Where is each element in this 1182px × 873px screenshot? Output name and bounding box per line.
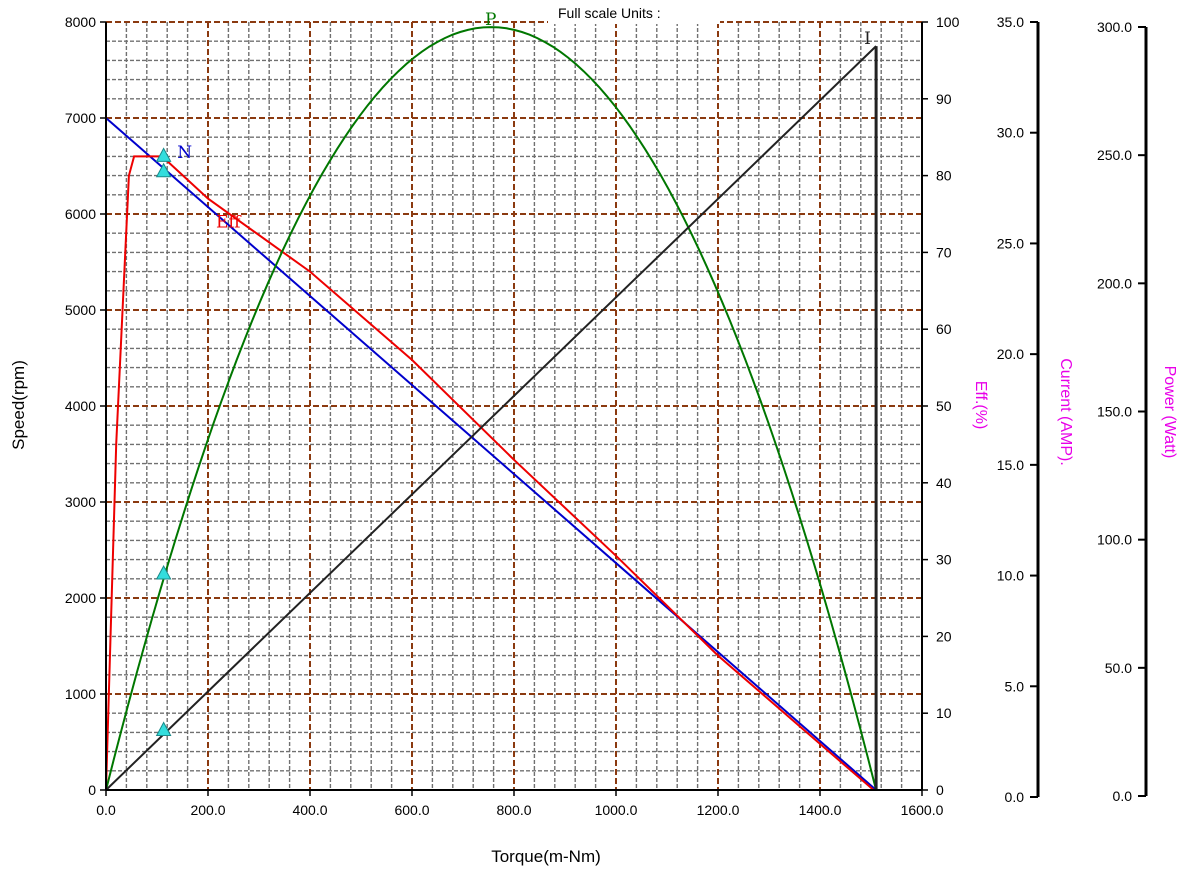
power-tick-label: 100.0 (1097, 532, 1132, 548)
current-tick-label: 15.0 (997, 457, 1024, 473)
eff-axis-title: Eff.(%) (972, 381, 989, 430)
speed-tick-label: 1000 (65, 686, 96, 702)
speed-tick-label: 2000 (65, 590, 96, 606)
power-tick-label: 250.0 (1097, 147, 1132, 163)
power-axis-title: Power (Watt) (1161, 366, 1178, 459)
operating-point-marker (155, 564, 172, 580)
current-tick-label: 5.0 (1005, 678, 1025, 694)
operating-point-marker (155, 147, 172, 162)
current-tick-label: 30.0 (997, 125, 1024, 141)
eff-tick-label: 50 (936, 398, 952, 414)
torque-tick-label: 1200.0 (697, 802, 740, 818)
operating-point-marker (155, 162, 172, 178)
x-axis-title: Torque(m-Nm) (491, 847, 601, 866)
speed-tick-label: 8000 (65, 14, 96, 30)
eff-tick-label: 20 (936, 628, 952, 644)
speed-tick-label: 6000 (65, 206, 96, 222)
eff-tick-label: 40 (936, 475, 952, 491)
speed-tick-label: 4000 (65, 398, 96, 414)
torque-tick-label: 200.0 (190, 802, 225, 818)
chart-header: Full scale Units : (558, 5, 661, 21)
curve-label-n: N (177, 143, 192, 163)
power-tick-label: 300.0 (1097, 19, 1132, 35)
current-tick-label: 20.0 (997, 346, 1024, 362)
power-tick-label: 200.0 (1097, 275, 1132, 291)
header-box (548, 2, 720, 24)
curve-n (105, 117, 877, 791)
torque-tick-label: 1600.0 (901, 802, 944, 818)
eff-tick-label: 60 (936, 321, 952, 337)
eff-tick-label: 30 (936, 552, 952, 568)
power-tick-label: 0.0 (1113, 788, 1133, 804)
torque-tick-label: 600.0 (394, 802, 429, 818)
power-tick-label: 50.0 (1105, 660, 1132, 676)
current-tick-label: 0.0 (1005, 789, 1025, 805)
curve-eff (105, 155, 875, 791)
torque-tick-label: 800.0 (496, 802, 531, 818)
current-tick-label: 10.0 (997, 568, 1024, 584)
eff-tick-label: 0 (936, 782, 944, 798)
operating-point-marker (155, 721, 172, 736)
current-tick-label: 25.0 (997, 235, 1024, 251)
power-tick-label: 150.0 (1097, 404, 1132, 420)
eff-tick-label: 90 (936, 91, 952, 107)
eff-tick-label: 80 (936, 168, 952, 184)
speed-tick-label: 3000 (65, 494, 96, 510)
eff-tick-label: 10 (936, 705, 952, 721)
eff-tick-label: 70 (936, 244, 952, 260)
curve-label-p: P (485, 10, 496, 30)
torque-tick-label: 0.0 (96, 802, 116, 818)
speed-tick-label: 7000 (65, 110, 96, 126)
torque-tick-label: 400.0 (292, 802, 327, 818)
current-axis-title: Current (AMP). (1057, 358, 1074, 466)
speed-axis-title: Speed(rpm) (9, 360, 28, 450)
grid (106, 21, 922, 790)
curve-i (105, 45, 877, 791)
speed-tick-label: 0 (88, 782, 96, 798)
torque-tick-label: 1000.0 (595, 802, 638, 818)
curve-label-eff: Eff (216, 213, 242, 233)
current-tick-label: 35.0 (997, 14, 1024, 30)
curve-label-i: I (864, 29, 871, 49)
curve-p (105, 26, 878, 791)
torque-tick-label: 1400.0 (799, 802, 842, 818)
speed-tick-label: 5000 (65, 302, 96, 318)
eff-tick-label: 100 (936, 14, 960, 30)
curves: N Eff P I (105, 10, 878, 791)
